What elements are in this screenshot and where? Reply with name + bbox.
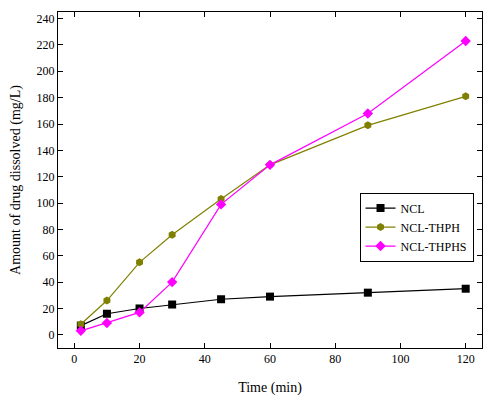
svg-text:Time (min): Time (min) [238, 380, 302, 396]
svg-text:60: 60 [264, 352, 276, 366]
svg-text:80: 80 [329, 352, 341, 366]
svg-text:NCL: NCL [401, 202, 425, 216]
svg-text:60: 60 [43, 249, 55, 263]
svg-text:200: 200 [37, 64, 55, 78]
svg-text:20: 20 [134, 352, 146, 366]
svg-text:160: 160 [37, 117, 55, 131]
svg-text:140: 140 [37, 144, 55, 158]
svg-text:NCL-THPHS: NCL-THPHS [401, 240, 467, 254]
svg-text:180: 180 [37, 91, 55, 105]
svg-text:100: 100 [37, 196, 55, 210]
svg-text:Amount of drug dissolved (mg/L: Amount of drug dissolved (mg/L) [8, 85, 24, 275]
svg-text:20: 20 [43, 302, 55, 316]
svg-text:120: 120 [457, 352, 475, 366]
svg-text:0: 0 [49, 328, 55, 342]
svg-text:NCL-THPH: NCL-THPH [401, 221, 461, 235]
svg-text:40: 40 [43, 275, 55, 289]
svg-text:220: 220 [37, 38, 55, 52]
svg-text:120: 120 [37, 170, 55, 184]
svg-text:240: 240 [37, 12, 55, 26]
svg-text:40: 40 [199, 352, 211, 366]
svg-text:100: 100 [391, 352, 409, 366]
svg-text:80: 80 [43, 223, 55, 237]
svg-text:0: 0 [71, 352, 77, 366]
